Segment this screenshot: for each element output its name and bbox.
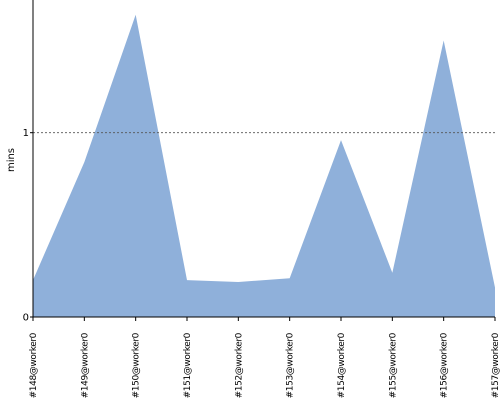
y-tick-label: 0 bbox=[23, 313, 29, 324]
x-tick-label: #150@worker0 bbox=[132, 332, 142, 398]
area bbox=[33, 14, 495, 317]
x-tick-label: #152@worker0 bbox=[234, 332, 244, 398]
x-tick-label: #151@worker0 bbox=[183, 332, 193, 398]
y-tick-label: 1 bbox=[23, 128, 29, 139]
y-axis-label: mins bbox=[6, 148, 17, 172]
x-tick-label: #157@worker0 bbox=[491, 332, 500, 398]
x-tick-label: #155@worker0 bbox=[388, 332, 398, 398]
x-tick-label: #154@worker0 bbox=[337, 332, 347, 398]
x-tick-label: #149@worker0 bbox=[80, 332, 90, 398]
x-tick-label: #156@worker0 bbox=[440, 332, 450, 398]
x-tick-label: #153@worker0 bbox=[286, 332, 296, 398]
x-tick-label: #148@worker0 bbox=[29, 332, 39, 398]
